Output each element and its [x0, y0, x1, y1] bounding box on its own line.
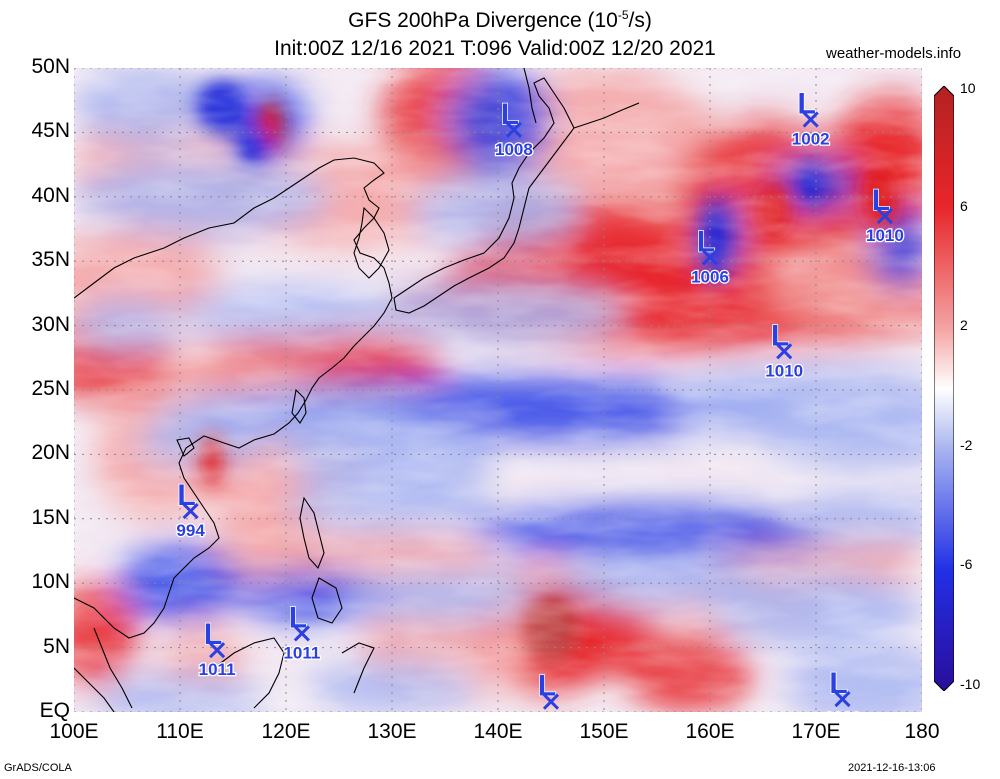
- low-symbol: L: [829, 667, 847, 700]
- longitude-label: 110E: [156, 720, 204, 743]
- latitude-label: 35N: [31, 248, 70, 272]
- colorbar: [933, 85, 955, 692]
- low-symbol: L: [289, 601, 307, 634]
- latitude-label: 50N: [31, 55, 70, 78]
- title-unit: /s): [628, 9, 652, 32]
- colorbar-label: -6: [960, 556, 973, 572]
- low-pressure-center: L 1010: [764, 319, 804, 382]
- sulawesi-coast: [341, 642, 375, 694]
- longitude-label: 140E: [473, 720, 523, 743]
- sakhalin-coast: [523, 68, 537, 124]
- site-label: weather-models.info: [826, 45, 962, 62]
- pressure-value: 1011: [199, 660, 236, 679]
- low-pressure-center: L 1011: [197, 617, 236, 680]
- luzon-coast: [299, 496, 325, 570]
- latitude-label: 40N: [31, 183, 70, 207]
- taiwan-coast: [291, 388, 307, 424]
- colorbar-gradient: [933, 85, 955, 692]
- low-symbol: L: [177, 479, 195, 512]
- pressure-value: 1002: [792, 130, 830, 149]
- latitude-label: 10N: [31, 570, 70, 594]
- longitude-label: 120E: [261, 720, 311, 743]
- center-marker-icon: [776, 343, 793, 360]
- chart-title-line2: Init:00Z 12/16 2021 T:096 Valid:00Z 12/2…: [274, 37, 716, 60]
- malay-coast: [93, 627, 133, 709]
- footer-right: 2021-12-16-13:06: [848, 762, 936, 774]
- center-marker-icon: [209, 642, 226, 659]
- longitude-label: 170E: [791, 720, 841, 743]
- pressure-value: 1011: [283, 643, 320, 662]
- colorbar-svg: [933, 85, 955, 692]
- latitude-label: 15N: [31, 505, 70, 529]
- center-marker-icon: [505, 121, 522, 138]
- title-text: GFS 200hPa Divergence (10: [348, 9, 618, 32]
- low-pressure-center: L1009: [531, 669, 571, 712]
- pressure-value: 1008: [824, 709, 862, 712]
- low-symbol: L: [501, 98, 519, 131]
- low-pressure-center: L 1002: [791, 87, 831, 150]
- low-symbol: L: [204, 618, 222, 651]
- latitude-label: EQ: [39, 699, 70, 722]
- colorbar-label: 6: [960, 198, 968, 214]
- latitude-label: 45N: [31, 119, 70, 143]
- pressure-value: 1010: [866, 226, 904, 245]
- low-pressure-center: L 1011: [282, 601, 321, 664]
- low-pressure-center: L 1008: [494, 97, 534, 160]
- low-symbol: L: [538, 670, 556, 703]
- center-marker-icon: [834, 691, 851, 708]
- divergence-map: L 1008 L 1002 L 1010 L 1006 L 1010 L 994 L 1011 L 1011 L…: [74, 68, 922, 712]
- pressure-value: 1008: [495, 140, 533, 159]
- latitude-label: 25N: [31, 377, 70, 400]
- low-pressure-center: L 1006: [690, 225, 730, 288]
- pressure-value: 994: [176, 521, 205, 540]
- latitude-label: 5N: [43, 634, 70, 658]
- center-marker-icon: [701, 249, 719, 266]
- center-marker-icon: [293, 625, 310, 642]
- low-pressure-center: L 1008: [822, 666, 862, 712]
- low-symbol: L: [798, 88, 816, 121]
- colorbar-label: -2: [960, 437, 973, 453]
- sumatra-coast: [74, 667, 115, 712]
- colorbar-label: -10: [960, 676, 981, 692]
- center-marker-icon: [542, 693, 560, 710]
- asia-coast: [74, 157, 393, 639]
- longitude-label: 130E: [367, 720, 417, 743]
- title-exponent: -5: [617, 8, 629, 22]
- center-marker-icon: [182, 503, 199, 520]
- japan-coast: [393, 77, 575, 314]
- hainan-coast: [176, 437, 195, 457]
- colorbar-label: 10: [960, 80, 976, 96]
- low-symbol: L: [697, 225, 715, 258]
- pressure-centers: L1008L1002L1010L1006L1010L994L1011L1011L…: [175, 87, 905, 712]
- borneo-coast: [213, 637, 285, 709]
- chart-title-line1: GFS 200hPa Divergence (10-5/s): [0, 8, 1000, 33]
- longitude-label: 150E: [579, 720, 629, 743]
- colorbar-label: 2: [960, 317, 968, 333]
- graticule: [74, 68, 922, 712]
- low-pressure-center: L 994: [175, 478, 206, 541]
- pressure-value: 1010: [765, 361, 803, 380]
- center-marker-icon: [802, 111, 819, 128]
- kuril-coast: [573, 102, 640, 129]
- latitude-label: 30N: [31, 312, 70, 336]
- low-pressure-center: L 1010: [865, 183, 905, 246]
- center-marker-icon: [876, 208, 893, 225]
- pressure-value: 1006: [691, 267, 729, 286]
- footer-left: GrADS/COLA: [4, 762, 72, 774]
- latitude-label: 20N: [31, 441, 70, 465]
- low-symbol: L: [872, 184, 890, 217]
- longitude-label: 180: [904, 720, 940, 743]
- coastlines: [74, 68, 640, 712]
- korea-coast: [353, 206, 390, 279]
- longitude-label: 100E: [49, 720, 99, 743]
- mindanao-coast: [311, 577, 343, 624]
- low-symbol: L: [771, 319, 789, 352]
- longitude-label: 160E: [685, 720, 735, 743]
- divergence-map-svg: L1008L1002L1010L1006L1010L994L1011L1011L…: [74, 68, 922, 712]
